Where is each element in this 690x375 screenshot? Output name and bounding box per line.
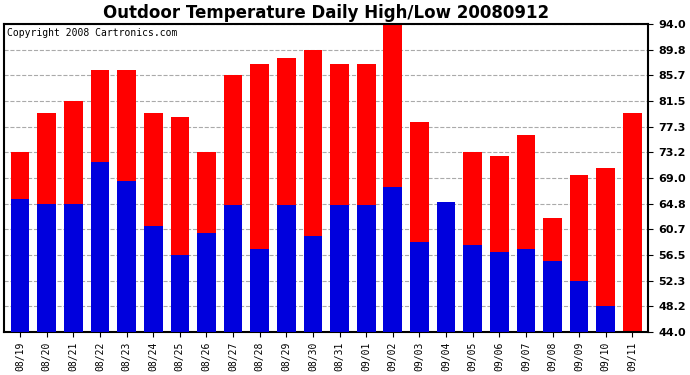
Bar bbox=[490, 252, 509, 332]
Bar bbox=[11, 199, 30, 332]
Bar bbox=[224, 75, 242, 332]
Bar bbox=[144, 113, 163, 332]
Bar bbox=[117, 181, 136, 332]
Bar bbox=[410, 122, 428, 332]
Bar bbox=[277, 58, 295, 332]
Bar bbox=[596, 168, 615, 332]
Bar bbox=[250, 249, 269, 332]
Bar bbox=[596, 306, 615, 332]
Bar bbox=[623, 113, 642, 332]
Bar bbox=[410, 242, 428, 332]
Bar bbox=[357, 64, 375, 332]
Bar bbox=[90, 70, 109, 332]
Bar bbox=[464, 152, 482, 332]
Bar bbox=[117, 70, 136, 332]
Bar bbox=[331, 64, 349, 332]
Bar bbox=[437, 202, 455, 332]
Bar bbox=[277, 206, 295, 332]
Bar bbox=[144, 226, 163, 332]
Bar bbox=[570, 175, 589, 332]
Bar bbox=[11, 152, 30, 332]
Bar bbox=[90, 162, 109, 332]
Bar bbox=[384, 187, 402, 332]
Bar bbox=[304, 50, 322, 332]
Bar bbox=[464, 246, 482, 332]
Bar bbox=[490, 156, 509, 332]
Bar bbox=[170, 255, 189, 332]
Text: Copyright 2008 Cartronics.com: Copyright 2008 Cartronics.com bbox=[8, 28, 178, 38]
Bar bbox=[543, 218, 562, 332]
Bar bbox=[37, 204, 56, 332]
Bar bbox=[437, 202, 455, 332]
Bar bbox=[384, 24, 402, 332]
Bar bbox=[570, 280, 589, 332]
Bar bbox=[170, 117, 189, 332]
Bar bbox=[197, 233, 216, 332]
Title: Outdoor Temperature Daily High/Low 20080912: Outdoor Temperature Daily High/Low 20080… bbox=[104, 4, 549, 22]
Bar bbox=[331, 206, 349, 332]
Bar bbox=[64, 101, 83, 332]
Bar bbox=[197, 152, 216, 332]
Bar bbox=[517, 249, 535, 332]
Bar bbox=[64, 204, 83, 332]
Bar bbox=[304, 236, 322, 332]
Bar bbox=[357, 206, 375, 332]
Bar bbox=[543, 261, 562, 332]
Bar bbox=[37, 113, 56, 332]
Bar bbox=[224, 206, 242, 332]
Bar bbox=[517, 135, 535, 332]
Bar bbox=[250, 64, 269, 332]
